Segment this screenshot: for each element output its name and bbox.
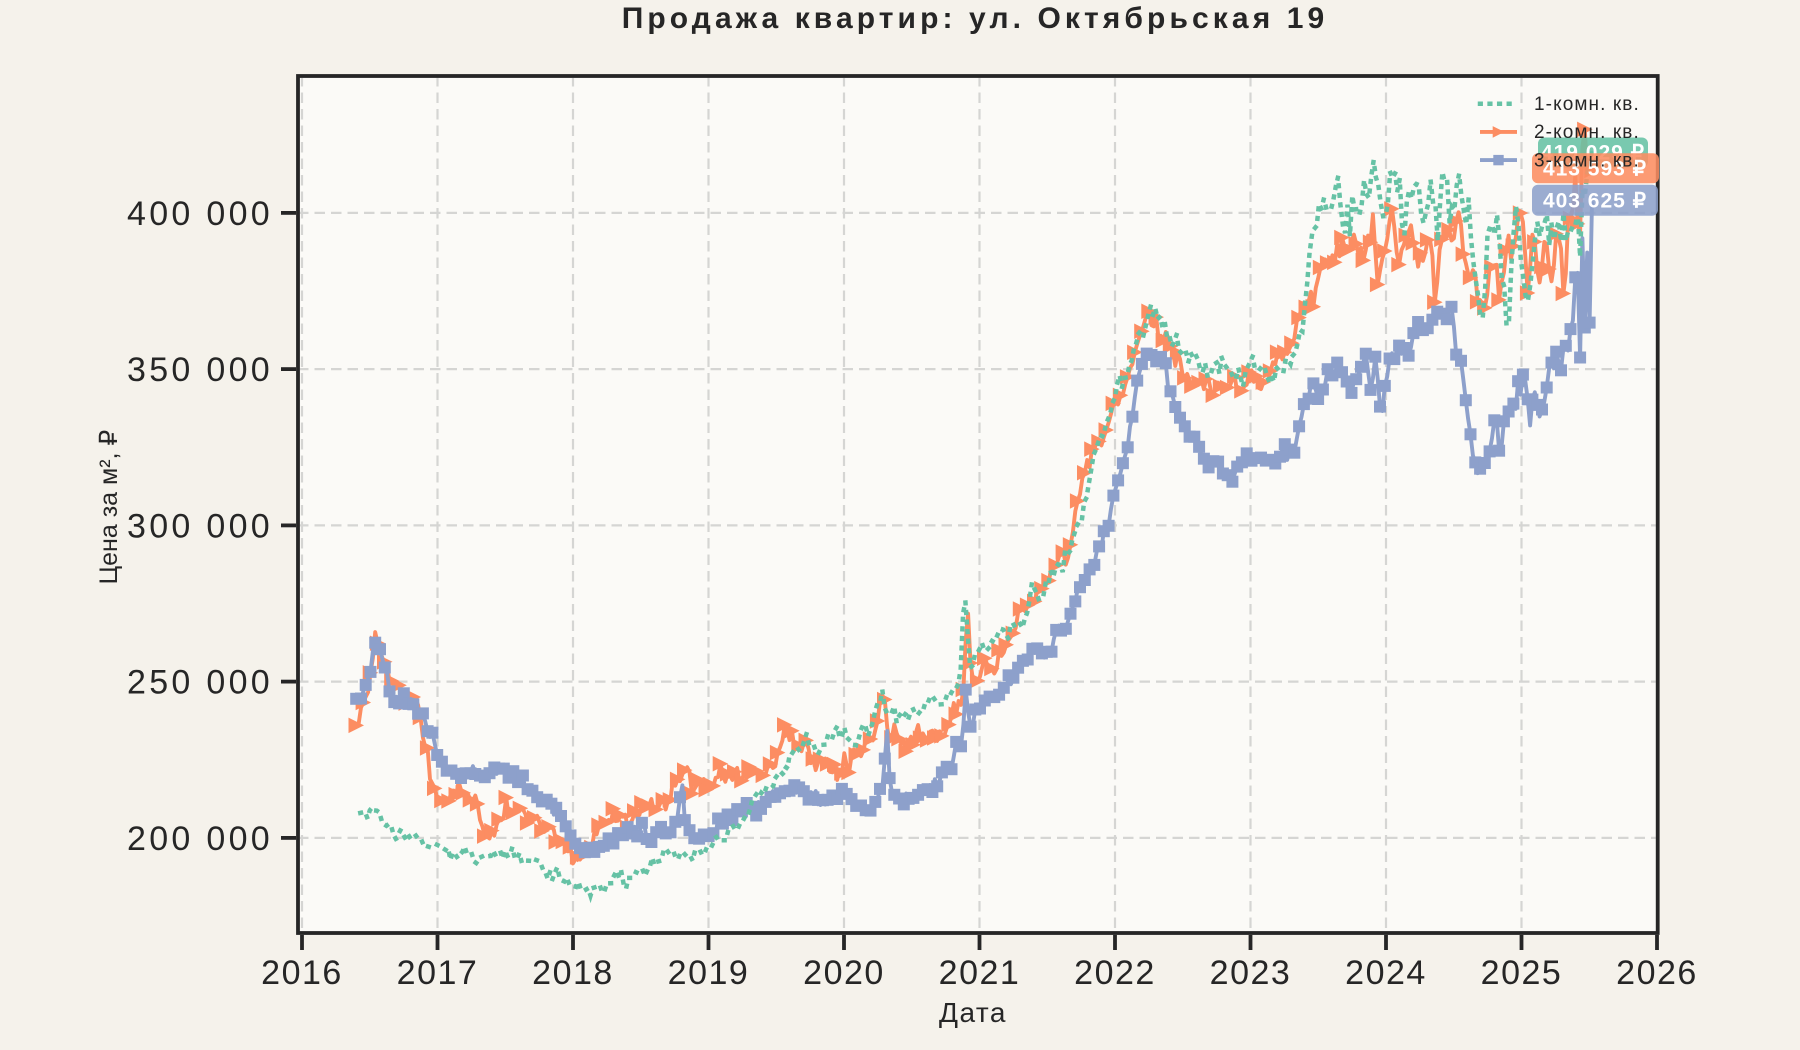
svg-text:Цена за м², ₽: Цена за м², ₽ bbox=[95, 430, 123, 585]
svg-text:2024: 2024 bbox=[1345, 954, 1427, 992]
svg-text:2023: 2023 bbox=[1210, 954, 1292, 992]
svg-text:2026: 2026 bbox=[1616, 954, 1698, 992]
svg-text:3-комн. кв.: 3-комн. кв. bbox=[1534, 150, 1640, 171]
svg-text:2018: 2018 bbox=[532, 954, 614, 992]
svg-text:2025: 2025 bbox=[1481, 954, 1563, 992]
svg-text:2016: 2016 bbox=[261, 954, 343, 992]
svg-text:2017: 2017 bbox=[397, 954, 479, 992]
svg-text:2022: 2022 bbox=[1074, 954, 1156, 992]
svg-text:413 593 ₽: 413 593 ₽ bbox=[1543, 158, 1647, 181]
svg-text:2-комн. кв.: 2-комн. кв. bbox=[1534, 122, 1640, 143]
svg-text:2020: 2020 bbox=[803, 954, 885, 992]
svg-text:1-комн. кв.: 1-комн. кв. bbox=[1534, 94, 1640, 115]
svg-text:250 000: 250 000 bbox=[127, 664, 273, 702]
svg-text:200 000: 200 000 bbox=[127, 820, 273, 858]
svg-text:2019: 2019 bbox=[668, 954, 750, 992]
svg-text:2021: 2021 bbox=[939, 954, 1021, 992]
svg-text:403 625 ₽: 403 625 ₽ bbox=[1543, 190, 1647, 213]
svg-text:300 000: 300 000 bbox=[127, 507, 273, 545]
svg-text:Дата: Дата bbox=[939, 997, 1007, 1028]
svg-text:400 000: 400 000 bbox=[127, 195, 273, 233]
svg-text:Продажа квартир: ул. Октябрьск: Продажа квартир: ул. Октябрьская 19 bbox=[622, 2, 1329, 35]
svg-text:350 000: 350 000 bbox=[127, 351, 273, 389]
